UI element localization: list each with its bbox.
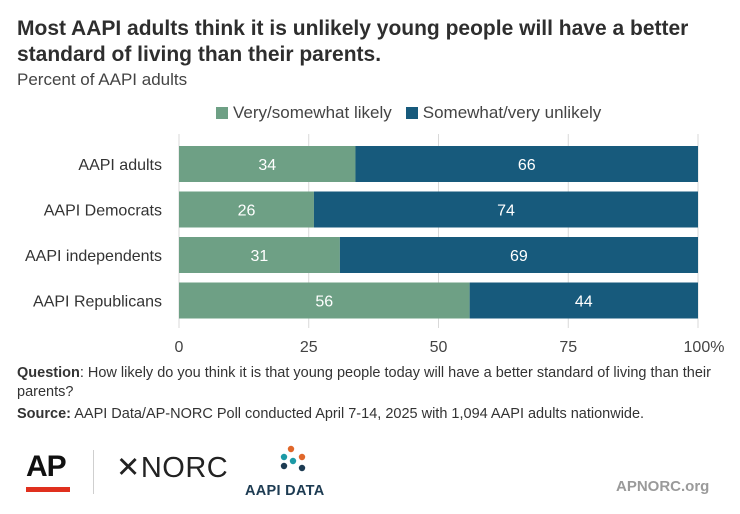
legend-label-likely: Very/somewhat likely — [233, 103, 392, 122]
x-tick-label: 0 — [175, 339, 184, 356]
logo-divider — [93, 450, 94, 494]
legend-swatch-likely — [216, 107, 228, 119]
x-tick-label: 100% — [684, 339, 725, 356]
legend: Very/somewhat likely Somewhat/very unlik… — [216, 102, 615, 124]
category-label: AAPI independents — [25, 248, 162, 265]
category-label: AAPI Republicans — [33, 294, 162, 311]
x-tick-label: 25 — [300, 339, 318, 356]
apnorc-site-label: APNORC.org — [616, 478, 710, 495]
aapi-data-logo-text: AAPI DATA — [245, 483, 325, 499]
data-label: 34 — [258, 157, 276, 174]
norc-logo-text: NORC — [140, 452, 229, 484]
data-label: 74 — [497, 203, 515, 220]
source-label: Source: — [17, 406, 71, 422]
bar-segment — [179, 191, 314, 228]
category-label: AAPI Democrats — [44, 203, 162, 220]
ap-logo: AP — [26, 450, 67, 483]
norc-star-icon: ✕ — [116, 452, 141, 484]
bar-segment — [179, 237, 340, 273]
stacked-bar-chart: AAPI adults 34 66 AAPI Democrats 26 74 AAPI in… — [25, 134, 725, 356]
source-note: Source: AAPI Data/AP-NORC Poll conducted… — [17, 405, 732, 424]
category-label: AAPI adults — [78, 157, 162, 174]
question-text: : How likely do you think it is that you… — [17, 365, 711, 400]
bar-segment — [469, 282, 698, 319]
bar-segment — [179, 146, 356, 182]
data-label: 26 — [238, 203, 256, 220]
x-tick-label: 75 — [559, 339, 577, 356]
aapi-data-icon — [280, 445, 306, 472]
legend-swatch-unlikely — [405, 107, 418, 119]
ap-logo-underline — [26, 487, 70, 492]
bar-segment — [179, 282, 470, 319]
legend-label-unlikely: Somewhat/very unlikely — [422, 103, 602, 122]
question-note: Question: How likely do you think it is … — [17, 364, 732, 402]
bar-segment — [355, 146, 698, 182]
bar-segment — [339, 237, 698, 273]
legend-item-unlikely: Somewhat/very unlikely — [405, 103, 602, 123]
bar-segment — [313, 191, 698, 228]
logo-footer: AP ✕NORC AAPI DATA APNORC.org — [0, 440, 740, 514]
norc-logo: ✕NORC — [116, 450, 228, 485]
data-label: 56 — [315, 294, 333, 311]
question-label: Question — [17, 365, 80, 381]
x-tick-label: 50 — [430, 339, 448, 356]
chart-title: Most AAPI adults think it is unlikely yo… — [17, 17, 689, 66]
chart-subtitle: Percent of AAPI adults — [17, 70, 188, 89]
legend-item-likely: Very/somewhat likely — [216, 103, 392, 123]
data-label: 66 — [518, 157, 536, 174]
data-label: 31 — [251, 248, 269, 265]
data-label: 44 — [575, 294, 593, 311]
source-text: AAPI Data/AP-NORC Poll conducted April 7… — [71, 406, 645, 422]
data-label: 69 — [510, 248, 528, 265]
